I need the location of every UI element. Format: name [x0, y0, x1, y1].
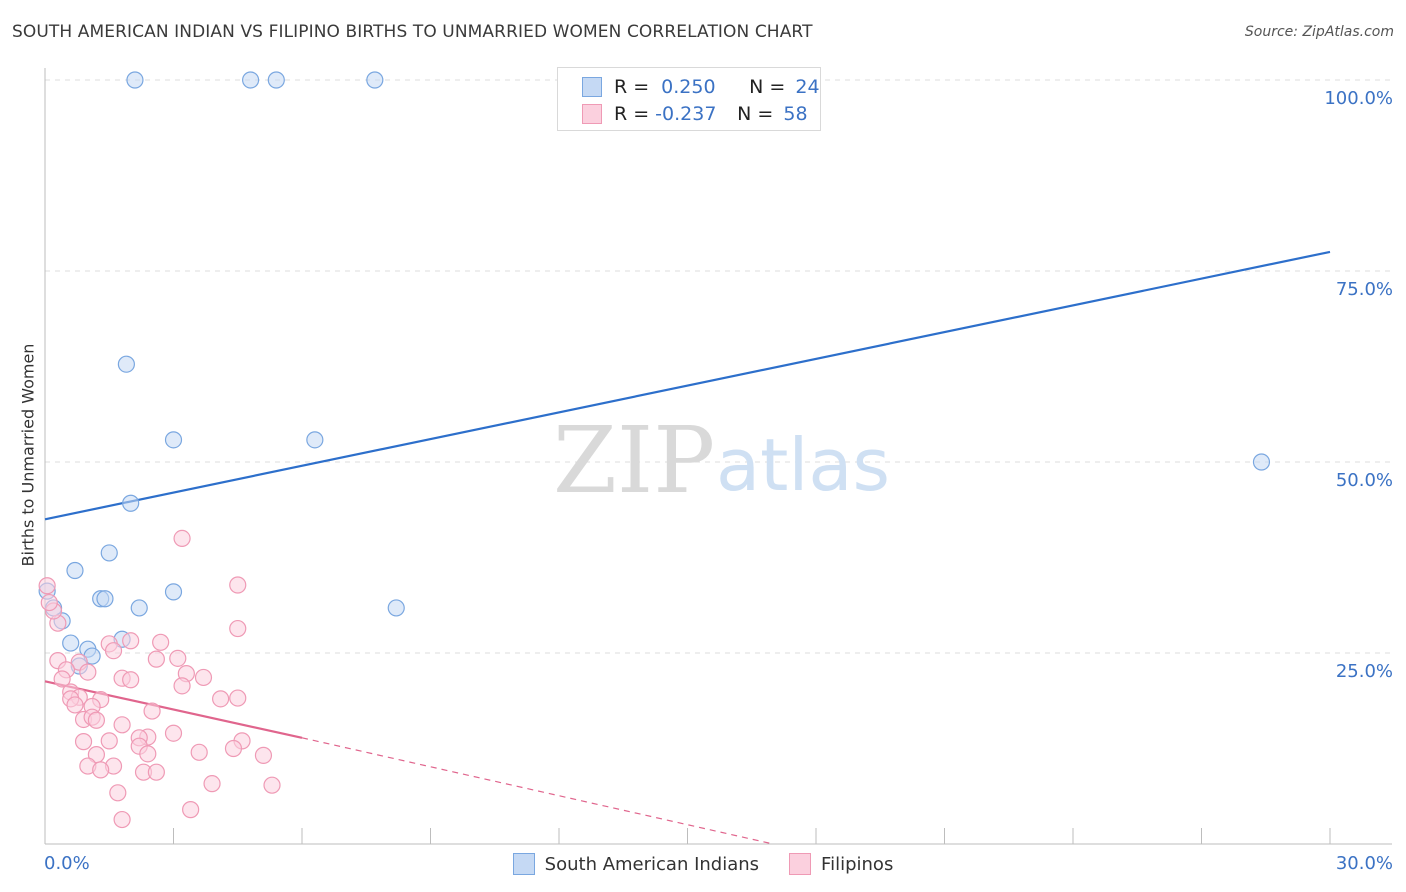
data-point: [38, 577, 56, 595]
data-point: [122, 494, 140, 512]
data-points: [38, 71, 1271, 829]
data-point: [100, 732, 118, 750]
data-point: [387, 599, 405, 617]
data-point: [229, 576, 247, 594]
r-label: R =: [614, 76, 650, 98]
gridlines: [45, 79, 1392, 654]
data-point: [126, 71, 144, 89]
data-point: [109, 784, 127, 802]
data-point: [254, 746, 273, 764]
data-point: [143, 702, 161, 720]
data-point: [40, 593, 58, 612]
data-point: [74, 733, 93, 751]
data-point: [224, 739, 243, 758]
data-point: [104, 642, 123, 660]
data-point: [62, 634, 80, 652]
legend-item-south-american-indians[interactable]: South American Indians: [512, 851, 760, 877]
data-point: [173, 677, 191, 695]
data-point: [122, 671, 140, 689]
trend-lines: [44, 250, 1331, 845]
data-point: [164, 724, 183, 742]
data-point: [306, 431, 324, 449]
x-tick-label: 0.0%: [44, 853, 90, 874]
data-point: [147, 650, 165, 668]
y-tick-label: 50.0%: [1336, 470, 1393, 491]
y-tick-label: 100.0%: [1324, 88, 1393, 109]
data-point: [263, 776, 281, 794]
trend-line-0: [44, 250, 1331, 521]
r-label: R =: [614, 103, 650, 125]
data-point: [66, 561, 84, 580]
data-point: [173, 529, 191, 548]
axes: [44, 68, 1392, 845]
n-label: N =: [737, 103, 774, 125]
r-value: -0.237: [655, 103, 717, 125]
data-point: [117, 355, 135, 373]
watermark-zip: ZIP: [553, 407, 715, 514]
n-value: 24: [795, 76, 820, 98]
trend-line-1: [44, 680, 303, 739]
legend-row-filipinos: R = -0.237 N = 58: [582, 101, 808, 127]
watermark: ZIP atlas: [553, 407, 890, 514]
data-point: [66, 696, 84, 714]
data-point: [164, 431, 183, 449]
data-point: [203, 775, 221, 793]
data-point: [122, 632, 140, 650]
data-point: [53, 670, 71, 688]
data-point: [113, 716, 131, 734]
data-point: [100, 544, 118, 562]
legend-row-south-american-indians: R = 0.250 N = 24: [582, 74, 820, 100]
data-point: [147, 763, 165, 781]
data-point: [130, 599, 148, 617]
data-point: [169, 649, 187, 667]
y-tick-label: 75.0%: [1336, 279, 1393, 300]
r-value: 0.250: [661, 76, 716, 98]
data-point: [366, 71, 384, 89]
source-label: Source: ZipAtlas.com: [1244, 24, 1394, 40]
data-point: [164, 583, 183, 601]
data-point: [190, 743, 208, 761]
n-label: N =: [749, 76, 786, 98]
data-point: [267, 71, 285, 89]
legend-label: South American Indians: [544, 853, 760, 875]
data-point: [79, 663, 97, 681]
data-point: [194, 668, 213, 687]
chart-title: SOUTH AMERICAN INDIAN VS FILIPINO BIRTHS…: [12, 22, 813, 42]
data-point: [229, 689, 247, 707]
data-point: [92, 761, 110, 779]
legend-swatch-blue: [582, 77, 602, 97]
tick-labels: 100.0% 75.0% 50.0% 25.0% 0.0% 30.0%: [44, 88, 1393, 874]
data-point: [182, 801, 200, 819]
legend-swatch-blue: [512, 853, 535, 875]
data-point: [1252, 453, 1271, 471]
legend-item-filipinos[interactable]: Filipinos: [789, 851, 893, 877]
trend-line-dashed-1: [301, 737, 774, 845]
data-point: [87, 711, 106, 729]
data-point: [242, 71, 260, 89]
data-point: [212, 690, 230, 708]
n-value: 58: [783, 103, 808, 125]
data-point: [229, 619, 247, 638]
x-tick-label: 30.0%: [1336, 853, 1393, 874]
legend-swatch-pink: [582, 104, 602, 124]
stats-legend: R = 0.250 N = 24 R = -0.237 N = 58: [557, 67, 821, 131]
legend-swatch-pink: [789, 853, 812, 875]
series-legend: South American Indians Filipinos: [0, 851, 1406, 877]
data-point: [152, 633, 170, 651]
watermark-atlas: atlas: [716, 423, 890, 507]
data-point: [139, 745, 157, 763]
data-point: [113, 810, 131, 829]
legend-label: Filipinos: [821, 853, 894, 875]
data-point: [96, 590, 114, 608]
y-tick-label: 25.0%: [1336, 661, 1393, 682]
